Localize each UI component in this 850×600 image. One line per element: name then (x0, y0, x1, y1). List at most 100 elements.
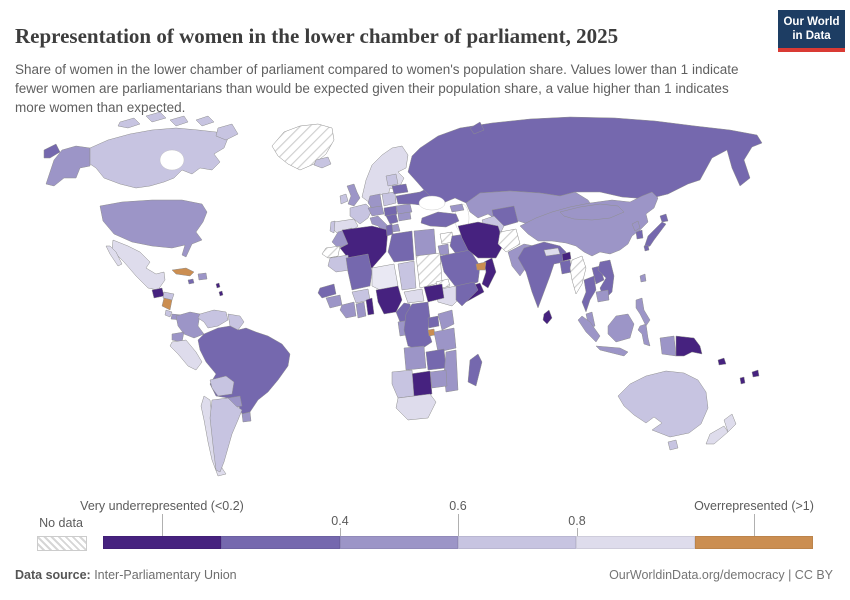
country-borneo[interactable] (607, 313, 635, 343)
country-cuba[interactable] (171, 267, 195, 277)
country-zambia[interactable] (425, 348, 447, 371)
country-uae[interactable] (475, 261, 487, 271)
country-france[interactable] (349, 203, 373, 225)
country-libya[interactable] (387, 230, 415, 263)
country-costa-rica[interactable] (164, 309, 173, 318)
country-jamaica[interactable] (187, 278, 195, 285)
country-fiji[interactable] (751, 369, 760, 378)
country-tanzania[interactable] (433, 327, 457, 353)
country-poland[interactable] (381, 191, 397, 207)
country-sri-lanka[interactable] (542, 309, 553, 325)
country-uruguay[interactable] (241, 411, 252, 423)
country-bhutan[interactable] (561, 251, 572, 262)
country-thailand[interactable] (581, 275, 597, 313)
country-portugal[interactable] (329, 220, 336, 234)
owid-logo[interactable]: Our World in Data (778, 10, 845, 52)
country-nepal[interactable] (543, 247, 561, 257)
country-australia[interactable] (617, 370, 709, 438)
country-canada-arctic-islands[interactable] (117, 117, 141, 129)
country-angola[interactable] (403, 345, 427, 371)
country-hungary[interactable] (383, 205, 398, 217)
country-chukotka[interactable] (43, 143, 61, 159)
country-new-zealand-north[interactable] (723, 413, 737, 433)
country-philippines[interactable] (635, 297, 651, 327)
country-egypt[interactable] (413, 228, 437, 257)
country-senegal[interactable] (317, 283, 337, 299)
country-greenland[interactable] (271, 123, 335, 171)
country-ghana[interactable] (355, 301, 367, 319)
country-uk[interactable] (346, 183, 361, 207)
country-guinea[interactable] (325, 294, 343, 309)
country-niger[interactable] (371, 263, 399, 291)
country-chad[interactable] (397, 260, 417, 291)
country-uganda[interactable] (427, 315, 440, 329)
country-benin[interactable] (365, 297, 375, 316)
country-belarus[interactable] (391, 183, 409, 195)
country-canada-arctic-islands[interactable] (195, 115, 215, 127)
country-canada-arctic-islands[interactable] (169, 115, 189, 127)
country-turkey[interactable] (420, 211, 460, 228)
country-vanuatu[interactable] (739, 376, 746, 385)
country-indonesia-sumatra[interactable] (577, 315, 601, 343)
country-western-sahara[interactable] (321, 245, 341, 259)
country-indonesia-java[interactable] (595, 345, 629, 357)
country-ivory-coast[interactable] (339, 301, 357, 319)
country-somalia[interactable] (455, 281, 479, 307)
country-china[interactable] (519, 191, 659, 257)
country-kenya[interactable] (437, 309, 455, 331)
country-guatemala[interactable] (151, 287, 165, 299)
country-south-africa[interactable] (395, 393, 437, 421)
country-mexico-baja[interactable] (105, 245, 123, 267)
country-lesser-antilles[interactable] (215, 282, 221, 289)
legend-no-data-swatch[interactable] (37, 536, 87, 551)
country-mauritania[interactable] (327, 254, 351, 273)
legend-bin-0-6-0-8[interactable] (457, 536, 577, 549)
country-canada[interactable] (89, 127, 229, 189)
legend-bin-gt-1[interactable] (694, 536, 813, 549)
country-australia-tasmania[interactable] (667, 439, 679, 451)
country-central-europe[interactable] (367, 205, 385, 217)
country-lesser-antilles[interactable] (218, 290, 224, 297)
country-iran[interactable] (457, 221, 505, 259)
country-mexico[interactable] (111, 239, 166, 291)
country-bolivia[interactable] (209, 375, 235, 397)
country-mongolia[interactable] (559, 203, 625, 221)
country-ireland[interactable] (339, 193, 349, 205)
country-north-korea[interactable] (631, 220, 641, 232)
country-taiwan[interactable] (639, 273, 647, 283)
country-peru[interactable] (169, 339, 203, 371)
country-myanmar[interactable] (569, 255, 587, 295)
country-indonesia-sulawesi[interactable] (637, 323, 651, 347)
legend-bin-lt-0-2[interactable] (103, 536, 222, 549)
country-cambodia[interactable] (595, 289, 610, 303)
country-afghanistan[interactable] (497, 228, 521, 253)
country-canada-arctic-islands[interactable] (215, 123, 239, 141)
country-caucasus[interactable] (449, 203, 465, 213)
legend-bin-0-8-1[interactable] (576, 536, 695, 549)
country-india[interactable] (517, 241, 567, 309)
country-japan-kyushu[interactable] (643, 244, 650, 252)
country-solomon-islands[interactable] (717, 357, 727, 366)
country-japan-hokkaido[interactable] (659, 213, 669, 223)
country-canada-arctic-islands[interactable] (145, 111, 167, 123)
legend-bin-0-4-0-6[interactable] (339, 536, 458, 549)
country-drc[interactable] (403, 301, 433, 351)
country-south-sudan[interactable] (423, 283, 445, 303)
attribution-link[interactable]: OurWorldinData.org/democracy | CC BY (609, 568, 833, 582)
country-argentina[interactable] (209, 397, 243, 473)
country-alaska[interactable] (45, 145, 91, 187)
country-indonesia-west-papua[interactable] (659, 335, 677, 357)
country-south-korea[interactable] (635, 229, 644, 240)
country-new-zealand-south[interactable] (705, 425, 729, 445)
country-zimbabwe[interactable] (429, 369, 448, 389)
country-mali[interactable] (345, 253, 373, 291)
country-romania[interactable] (395, 203, 413, 215)
country-iceland[interactable] (313, 156, 332, 169)
country-hispaniola[interactable] (197, 272, 208, 281)
country-guianas[interactable] (227, 313, 245, 331)
country-bulgaria[interactable] (397, 211, 412, 222)
country-baltics[interactable] (385, 173, 399, 187)
country-nicaragua[interactable] (161, 297, 173, 311)
country-png[interactable] (675, 335, 703, 357)
country-central-african-republic[interactable] (403, 288, 425, 304)
